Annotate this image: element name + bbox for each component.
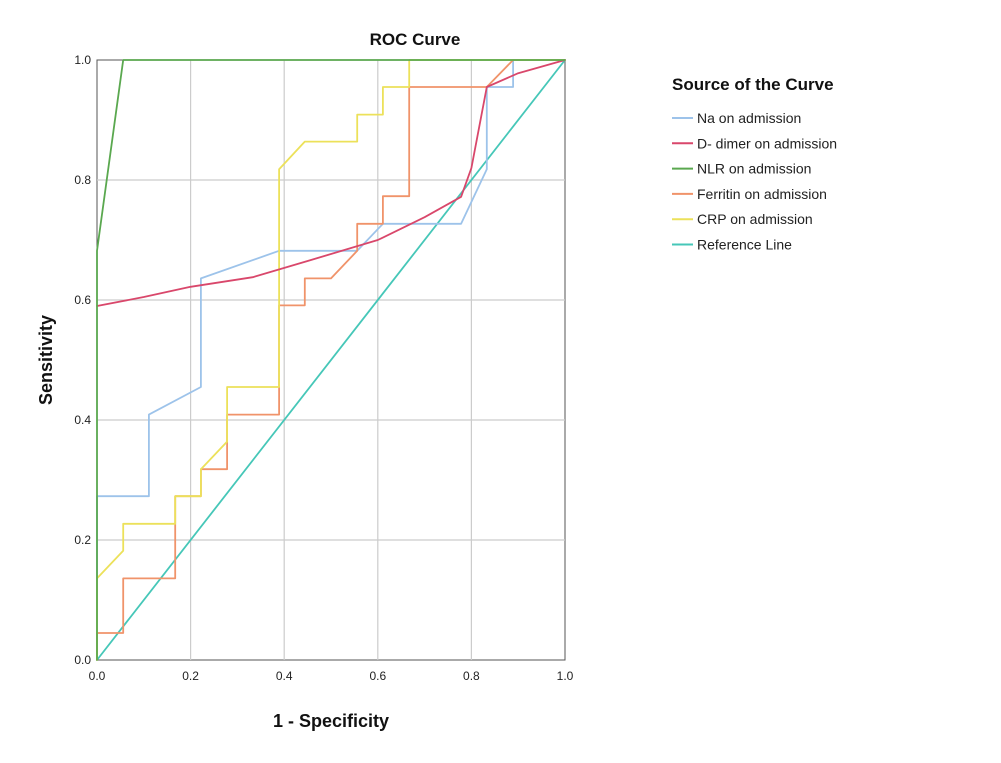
series-line-1 <box>96 59 566 307</box>
y-axis-ticks: 0.0 0.2 0.4 0.6 0.8 1.0 <box>74 53 91 667</box>
series-layer <box>96 59 566 661</box>
legend-label: Ferritin on admission <box>697 186 827 202</box>
y-tick-label: 0.0 <box>74 653 91 667</box>
series-line-4 <box>96 59 566 661</box>
y-tick-label: 0.8 <box>74 173 91 187</box>
x-tick-label: 0.0 <box>89 669 106 683</box>
series-line-2 <box>96 59 566 661</box>
x-tick-label: 0.6 <box>369 669 386 683</box>
legend-label: NLR on admission <box>697 161 811 177</box>
y-tick-label: 0.6 <box>74 293 91 307</box>
legend: Source of the Curve Na on admission D- di… <box>672 75 837 253</box>
y-tick-label: 0.2 <box>74 533 91 547</box>
series-line-3 <box>96 59 566 661</box>
y-tick-label: 1.0 <box>74 53 91 67</box>
x-tick-label: 0.8 <box>463 669 480 683</box>
legend-label: Na on admission <box>697 110 801 126</box>
x-tick-label: 1.0 <box>557 669 574 683</box>
x-tick-label: 0.2 <box>182 669 199 683</box>
legend-label: D- dimer on admission <box>697 135 837 151</box>
x-tick-label: 0.4 <box>276 669 293 683</box>
legend-label: CRP on admission <box>697 211 813 227</box>
y-axis-title: Sensitivity <box>36 315 56 405</box>
legend-title: Source of the Curve <box>672 75 834 94</box>
y-tick-label: 0.4 <box>74 413 91 427</box>
chart-title: ROC Curve <box>370 30 461 49</box>
legend-label: Reference Line <box>697 237 792 253</box>
x-axis-title: 1 - Specificity <box>273 711 389 731</box>
x-axis-ticks: 0.0 0.2 0.4 0.6 0.8 1.0 <box>89 669 574 683</box>
